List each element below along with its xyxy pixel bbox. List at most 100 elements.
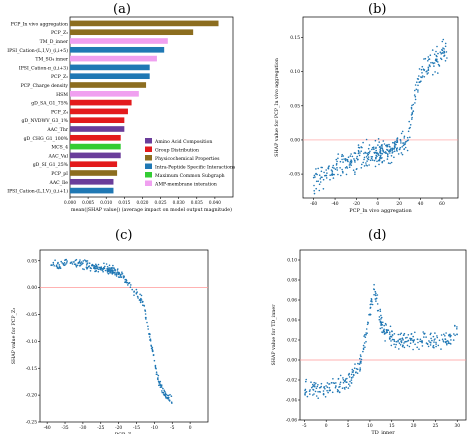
- x-axis-label-d: TD_inner: [371, 430, 395, 434]
- scatter-point-b: [368, 152, 371, 154]
- scatter-point-c: [75, 258, 78, 261]
- scatter-point-d: [346, 381, 348, 384]
- scatter-point-b: [312, 176, 315, 179]
- scatter-point-c: [95, 263, 97, 266]
- legend-swatch-0: [145, 138, 152, 144]
- scatter-point-d: [409, 337, 412, 340]
- scatter-point-c: [80, 264, 82, 266]
- scatter-point-b: [349, 155, 352, 157]
- scatter-point-b: [444, 42, 447, 45]
- scatter-point-d: [436, 336, 439, 339]
- scatter-point-d: [319, 391, 322, 393]
- scatter-point-d: [400, 340, 403, 342]
- scatter-point-b: [374, 165, 377, 168]
- scatter-point-b: [322, 178, 325, 181]
- scatter-point-c: [73, 263, 76, 266]
- bar-10: [70, 108, 128, 115]
- scatter-point-d: [410, 337, 413, 340]
- scatter-point-d: [449, 333, 451, 336]
- scatter-point-d: [367, 322, 370, 324]
- scatter-point-b: [396, 141, 399, 143]
- scatter-point-b: [329, 178, 331, 181]
- scatter-point-d: [406, 336, 408, 339]
- bar-11: [70, 117, 125, 124]
- scatter-point-b: [336, 167, 338, 169]
- scatter-point-b: [341, 158, 343, 161]
- scatter-point-d: [305, 391, 308, 393]
- scatter-point-b: [328, 165, 330, 167]
- scatter-point-b: [389, 152, 391, 154]
- scatter-point-b: [416, 81, 418, 83]
- scatter-point-d: [360, 358, 363, 361]
- scatter-point-d: [354, 363, 356, 365]
- scatter-point-d: [380, 318, 382, 320]
- scatter-point-c: [169, 393, 171, 396]
- scatter-point-b: [429, 65, 431, 68]
- scatter-point-d: [352, 370, 355, 372]
- scatter-point-b: [319, 181, 322, 183]
- scatter-point-b: [381, 147, 384, 150]
- scatter-point-c: [144, 309, 146, 311]
- scatter-point-d: [348, 376, 351, 378]
- scatter-point-b: [414, 89, 416, 92]
- scatter-point-d: [397, 340, 399, 343]
- scatter-point-b: [390, 155, 393, 157]
- scatter-point-d: [414, 331, 416, 334]
- scatter-point-b: [349, 160, 352, 163]
- scatter-point-b: [372, 146, 375, 148]
- scatter-point-d: [312, 385, 314, 388]
- y-tick-label-c-0: 0.05: [27, 259, 37, 264]
- y-tick-label-d-1: -0.04: [286, 399, 297, 404]
- scatter-point-b: [318, 189, 321, 192]
- scatter-point-b: [444, 60, 447, 62]
- scatter-point-d: [429, 344, 432, 346]
- scatter-point-d: [306, 395, 309, 398]
- scatter-point-c: [65, 258, 67, 261]
- scatter-point-b: [396, 138, 399, 140]
- scatter-point-d: [380, 316, 383, 319]
- scatter-point-c: [114, 270, 116, 272]
- bar-label-13: gD_CHG_G1_100%: [24, 136, 69, 142]
- bar-label-1: PCP_Z₃: [51, 30, 68, 36]
- scatter-point-d: [315, 387, 318, 390]
- bar-17: [70, 170, 118, 176]
- scatter-point-d: [450, 339, 452, 341]
- scatter-point-b: [353, 152, 356, 154]
- scatter-point-c: [85, 260, 87, 263]
- scatter-point-c: [89, 267, 92, 269]
- scatter-point-d: [338, 386, 340, 388]
- scatter-point-d: [383, 330, 385, 333]
- scatter-point-d: [363, 335, 365, 337]
- scatter-point-d: [403, 346, 406, 349]
- scatter-point-b: [418, 75, 420, 77]
- scatter-point-c: [92, 267, 95, 269]
- scatter-point-c: [80, 261, 83, 263]
- scatter-point-b: [379, 150, 382, 152]
- bar-label-6: PCP_Z₂: [51, 74, 68, 80]
- scatter-point-b: [444, 45, 447, 48]
- scatter-point-d: [449, 342, 451, 345]
- scatter-point-b: [435, 58, 437, 60]
- scatter-point-b: [439, 51, 442, 53]
- scatter-point-d: [435, 343, 437, 345]
- scatter-point-d: [339, 374, 342, 377]
- scatter-point-b: [333, 167, 335, 169]
- scatter-point-c: [106, 269, 109, 272]
- scatter-point-b: [326, 172, 328, 174]
- scatter-point-d: [389, 325, 392, 328]
- scatter-point-d: [377, 309, 380, 312]
- scatter-point-b: [389, 150, 392, 152]
- scatter-point-c: [146, 321, 148, 324]
- scatter-point-b: [369, 150, 371, 153]
- scatter-point-b: [378, 158, 381, 161]
- scatter-point-b: [354, 161, 356, 163]
- scatter-point-b: [401, 146, 404, 148]
- scatter-point-b: [363, 152, 365, 155]
- scatter-point-d: [350, 376, 353, 379]
- scatter-point-b: [354, 173, 356, 175]
- scatter-point-b: [350, 153, 352, 155]
- scatter-point-b: [385, 144, 387, 147]
- scatter-point-d: [408, 345, 411, 348]
- bar-label-0: PCP_In vivo aggregation: [11, 21, 68, 27]
- scatter-point-c: [164, 393, 167, 395]
